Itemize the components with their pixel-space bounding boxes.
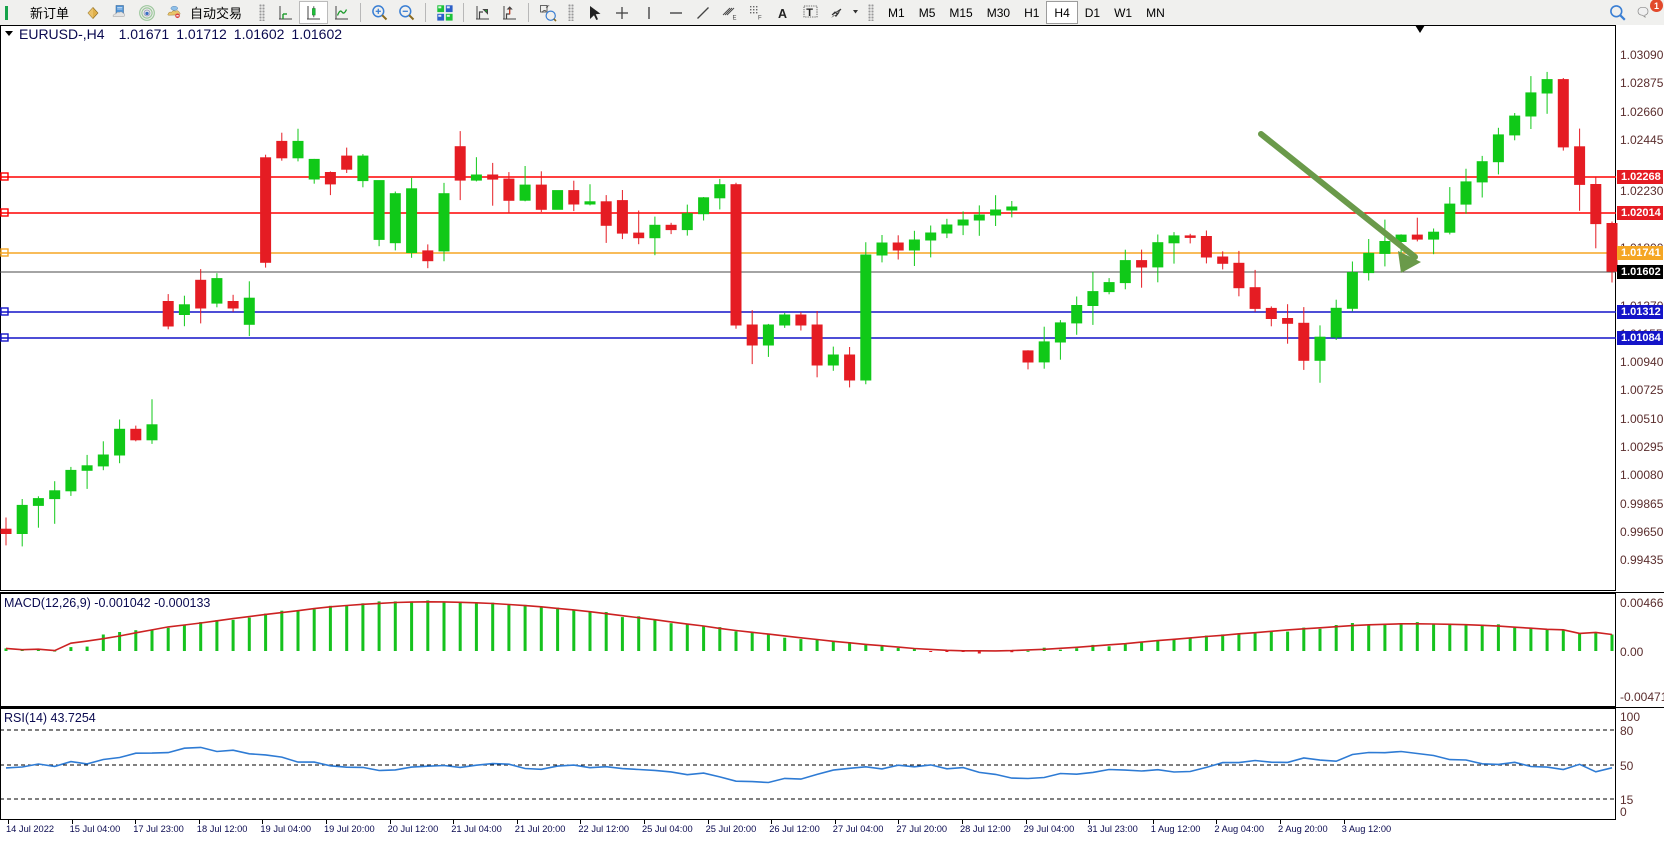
svg-text:F: F — [758, 15, 762, 21]
svg-text:A: A — [778, 7, 787, 21]
svg-text:T: T — [806, 7, 813, 19]
svg-text:E: E — [732, 15, 736, 21]
